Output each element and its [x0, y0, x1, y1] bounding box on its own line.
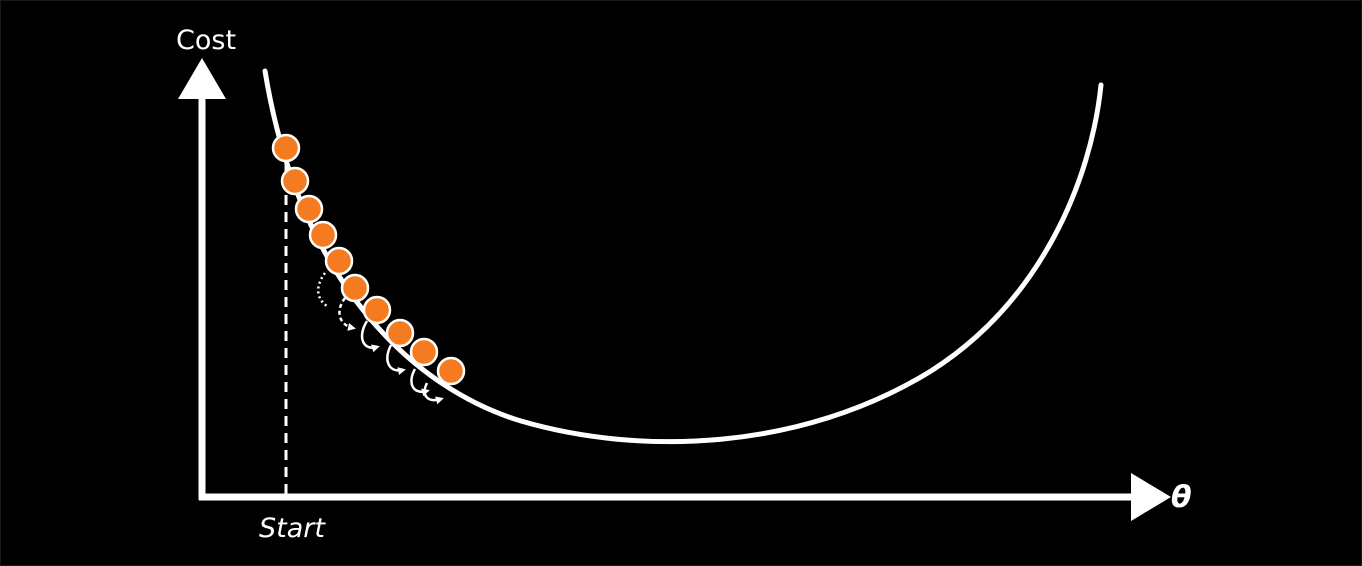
step-point [362, 295, 392, 325]
y-axis-arrowhead [178, 58, 226, 99]
step-point [385, 318, 415, 348]
step-points [271, 133, 466, 386]
step-arrow [338, 297, 356, 331]
step-arrow [386, 344, 406, 375]
step-point [308, 220, 338, 250]
y-axis-label: Cost [176, 25, 236, 56]
step-point [271, 133, 301, 163]
cost-curve [262, 68, 1104, 445]
step-point [409, 337, 439, 367]
step-arrows [317, 272, 444, 405]
step-arrow [317, 272, 328, 308]
step-point [340, 273, 370, 303]
step-arrow [423, 382, 444, 405]
step-point [280, 166, 310, 196]
axes [178, 58, 1171, 521]
step-point [294, 194, 324, 224]
x-axis-arrowhead [1131, 473, 1171, 521]
step-point [324, 246, 354, 276]
x-axis-label: θ [1171, 480, 1192, 515]
start-label: Start [259, 513, 326, 544]
step-point [436, 356, 466, 386]
step-arrow [360, 320, 380, 353]
